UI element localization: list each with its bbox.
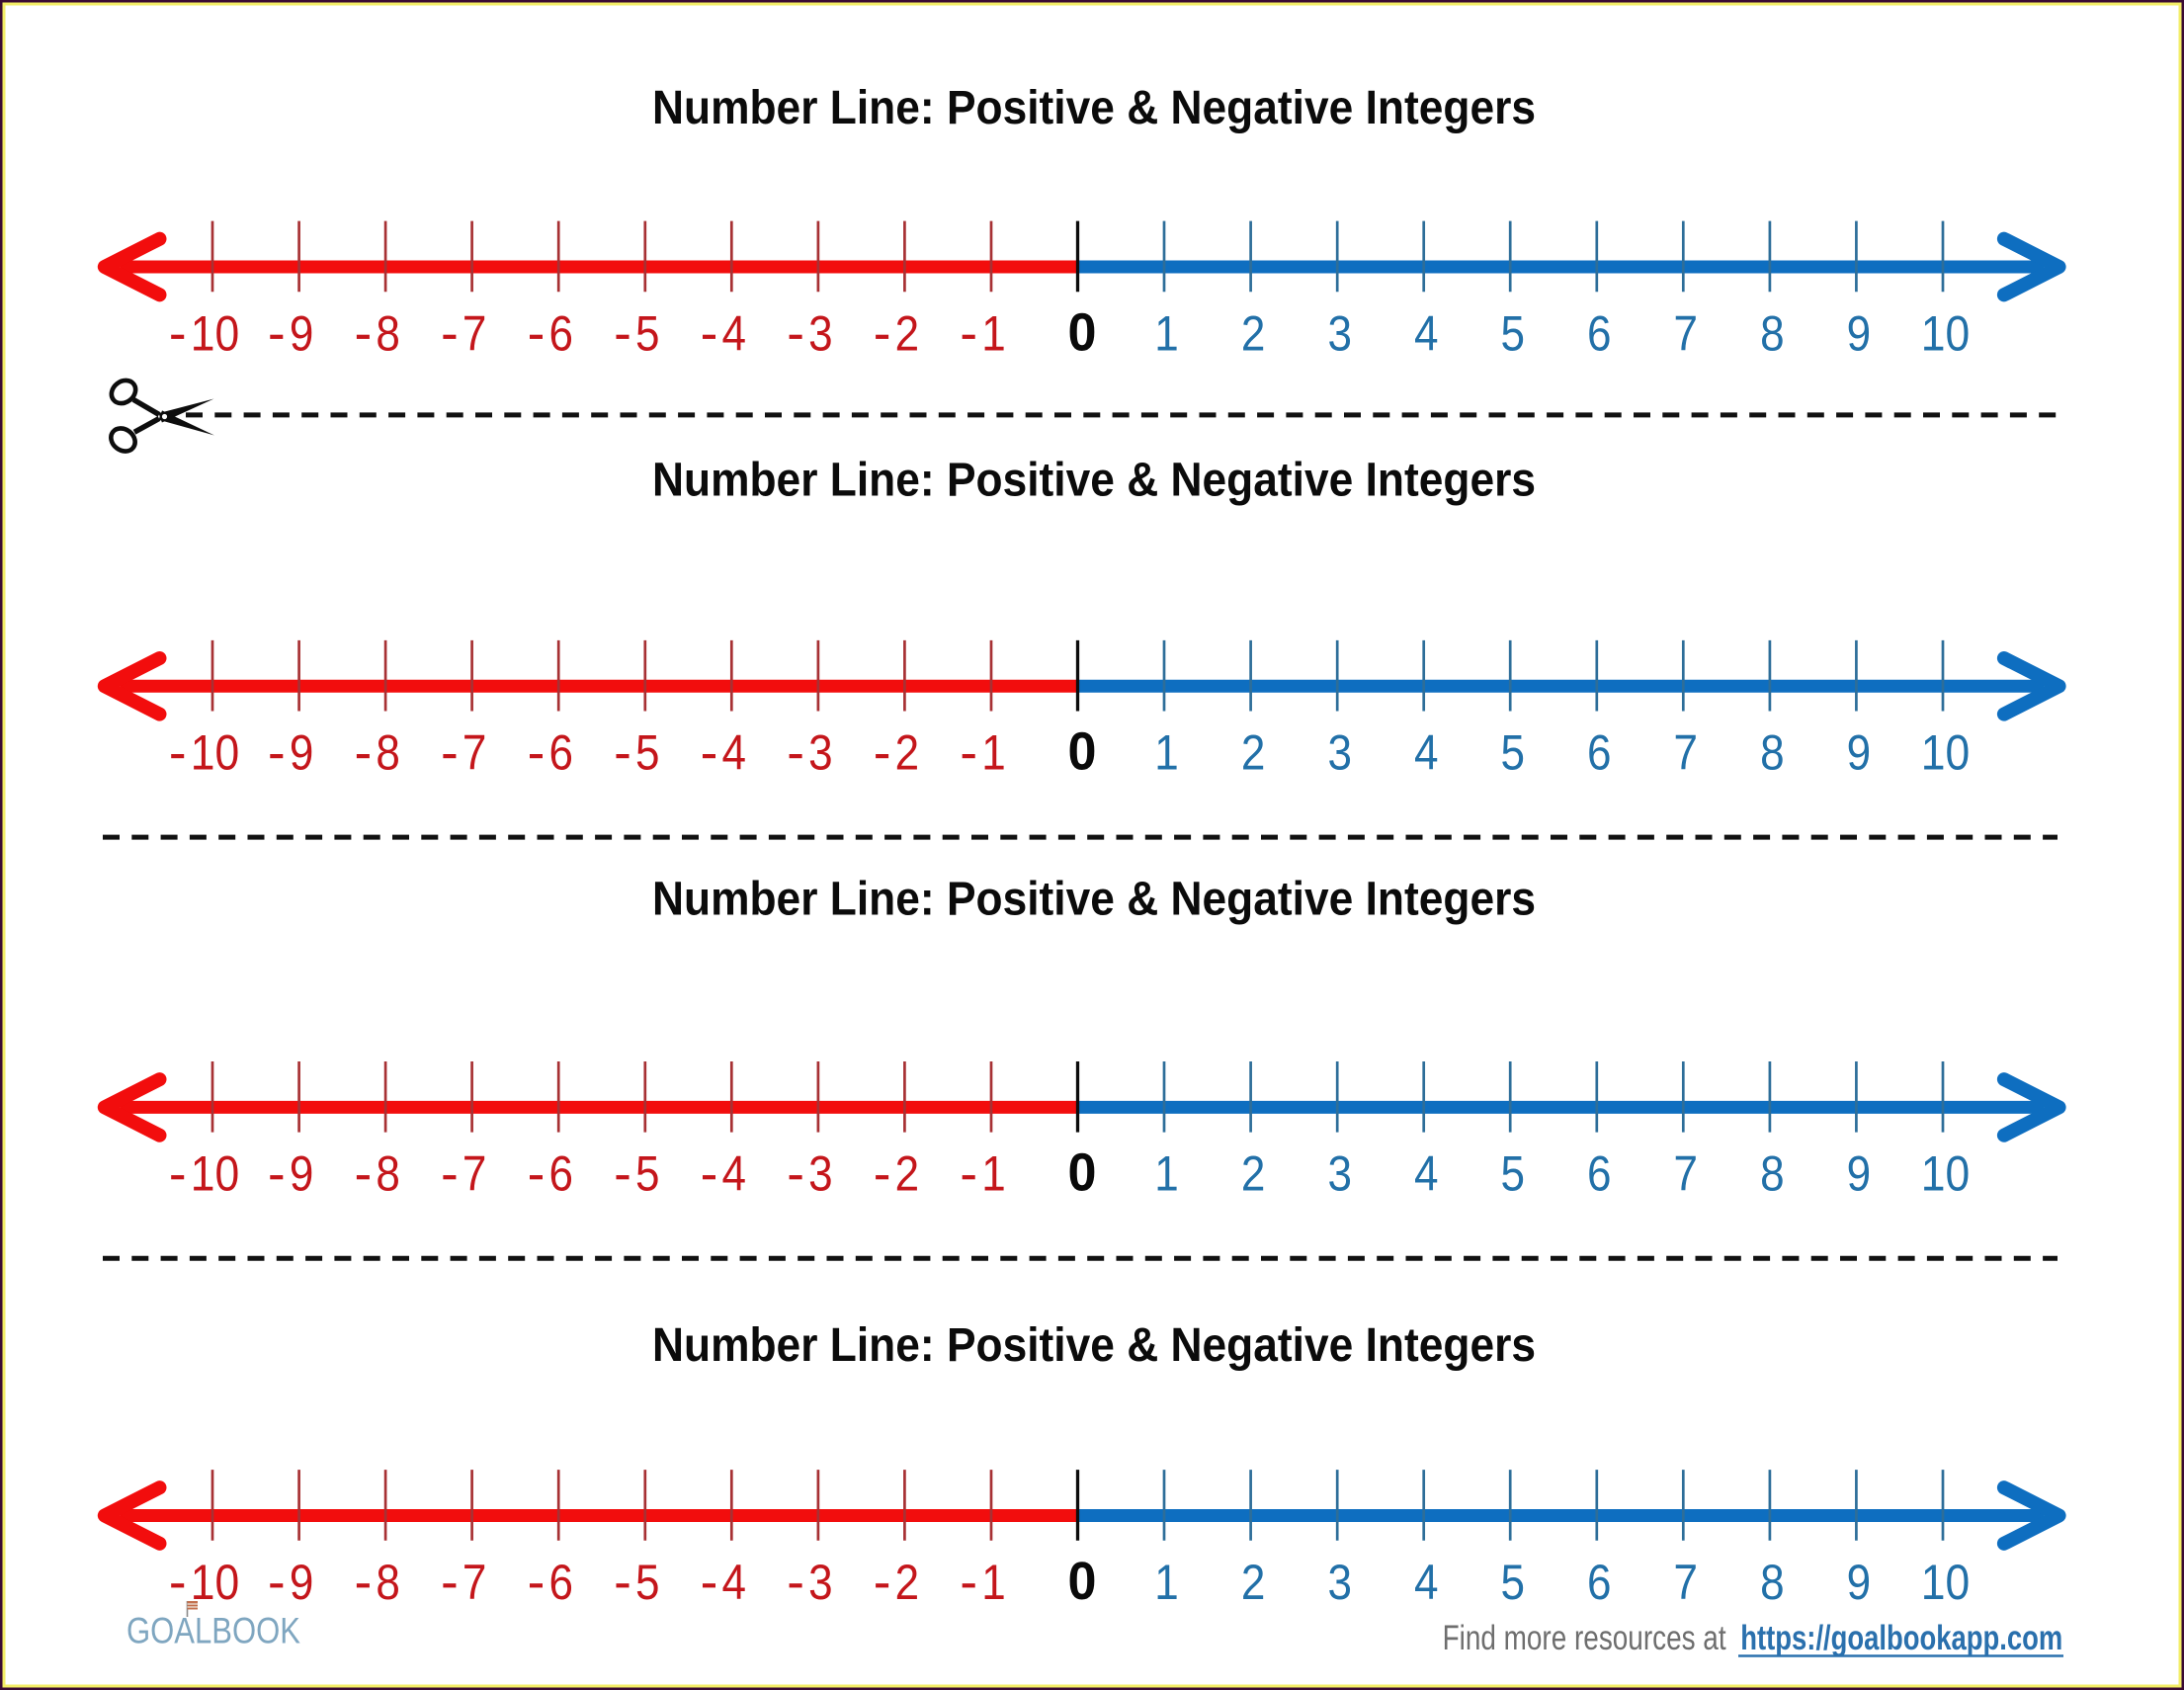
- svg-text:1: 1: [1154, 1146, 1179, 1202]
- svg-text:GOALBOOK: GOALBOOK: [126, 1611, 300, 1651]
- svg-text:5: 5: [1501, 305, 1526, 361]
- svg-text:Number Line: Positive & Negati: Number Line: Positive & Negative Integer…: [652, 454, 1536, 507]
- svg-text:6: 6: [548, 725, 573, 781]
- svg-text:1: 1: [1154, 305, 1179, 361]
- svg-text:9: 9: [290, 305, 314, 361]
- svg-text:4: 4: [722, 305, 747, 361]
- svg-text:7: 7: [1674, 305, 1699, 361]
- svg-text:4: 4: [1414, 305, 1439, 361]
- svg-text:9: 9: [1847, 305, 1872, 361]
- svg-text:1: 1: [1154, 1555, 1179, 1610]
- svg-text:1: 1: [981, 305, 1006, 361]
- svg-text:5: 5: [1501, 1146, 1526, 1202]
- svg-text:7: 7: [462, 305, 487, 361]
- svg-text:4: 4: [1414, 725, 1439, 781]
- svg-text:9: 9: [1847, 1146, 1872, 1202]
- svg-text:2: 2: [895, 725, 920, 781]
- svg-text:8: 8: [376, 725, 400, 781]
- svg-text:Find more resources at: Find more resources at: [1443, 1618, 1726, 1657]
- svg-text:3: 3: [1327, 1146, 1352, 1202]
- svg-text:0: 0: [1068, 302, 1097, 362]
- svg-text:3: 3: [808, 305, 833, 361]
- svg-text:8: 8: [376, 305, 400, 361]
- svg-text:2: 2: [1241, 725, 1266, 781]
- svg-text:9: 9: [1847, 725, 1872, 781]
- svg-text:2: 2: [1241, 1555, 1266, 1610]
- svg-text:7: 7: [1674, 725, 1699, 781]
- svg-text:6: 6: [548, 1555, 573, 1610]
- svg-text:6: 6: [1587, 1146, 1612, 1202]
- svg-text:10: 10: [1921, 305, 1971, 361]
- svg-text:0: 0: [1068, 1552, 1097, 1611]
- svg-text:0: 0: [1068, 722, 1097, 782]
- svg-text:7: 7: [462, 1146, 487, 1202]
- svg-text:5: 5: [635, 1146, 660, 1202]
- svg-text:10: 10: [1921, 725, 1971, 781]
- svg-text:2: 2: [1241, 305, 1266, 361]
- svg-text:4: 4: [1414, 1555, 1439, 1610]
- svg-text:1: 1: [981, 1555, 1006, 1610]
- svg-text:4: 4: [722, 725, 747, 781]
- svg-text:3: 3: [1327, 725, 1352, 781]
- svg-text:7: 7: [462, 725, 487, 781]
- svg-text:6: 6: [548, 305, 573, 361]
- svg-text:9: 9: [290, 1555, 314, 1610]
- svg-text:6: 6: [1587, 725, 1612, 781]
- svg-text:8: 8: [376, 1146, 400, 1202]
- svg-text:2: 2: [895, 305, 920, 361]
- svg-text:5: 5: [635, 725, 660, 781]
- svg-text:1: 1: [981, 1146, 1006, 1202]
- svg-text:1: 1: [1154, 725, 1179, 781]
- svg-text:5: 5: [635, 305, 660, 361]
- svg-text:2: 2: [895, 1146, 920, 1202]
- svg-text:2: 2: [895, 1555, 920, 1610]
- svg-text:8: 8: [1760, 725, 1785, 781]
- svg-text:4: 4: [722, 1146, 747, 1202]
- svg-text:8: 8: [1760, 305, 1785, 361]
- svg-text:6: 6: [548, 1146, 573, 1202]
- svg-text:8: 8: [1760, 1555, 1785, 1610]
- svg-text:1: 1: [981, 725, 1006, 781]
- svg-text:3: 3: [808, 1146, 833, 1202]
- svg-text:Number Line: Positive & Negati: Number Line: Positive & Negative Integer…: [652, 1318, 1536, 1372]
- svg-text:3: 3: [808, 725, 833, 781]
- svg-text:Number Line: Positive & Negati: Number Line: Positive & Negative Integer…: [652, 873, 1536, 926]
- svg-text:9: 9: [290, 1146, 314, 1202]
- svg-text:4: 4: [722, 1555, 747, 1610]
- svg-text:10: 10: [191, 1146, 240, 1202]
- svg-text:10: 10: [191, 725, 240, 781]
- svg-text:10: 10: [1921, 1555, 1971, 1610]
- svg-text:3: 3: [1327, 305, 1352, 361]
- svg-text:5: 5: [1501, 1555, 1526, 1610]
- svg-text:8: 8: [1760, 1146, 1785, 1202]
- svg-text:6: 6: [1587, 305, 1612, 361]
- svg-text:9: 9: [290, 725, 314, 781]
- svg-text:10: 10: [191, 1555, 240, 1610]
- svg-text:5: 5: [1501, 725, 1526, 781]
- svg-text:0: 0: [1068, 1143, 1097, 1203]
- svg-text:5: 5: [635, 1555, 660, 1610]
- svg-text:Number Line: Positive & Negati: Number Line: Positive & Negative Integer…: [652, 81, 1536, 134]
- svg-text:6: 6: [1587, 1555, 1612, 1610]
- svg-text:8: 8: [376, 1555, 400, 1610]
- svg-text:10: 10: [191, 305, 240, 361]
- svg-text:7: 7: [1674, 1555, 1699, 1610]
- svg-text:3: 3: [1327, 1555, 1352, 1610]
- svg-text:2: 2: [1241, 1146, 1266, 1202]
- svg-text:10: 10: [1921, 1146, 1971, 1202]
- svg-text:9: 9: [1847, 1555, 1872, 1610]
- svg-text:https://goalbookapp.com: https://goalbookapp.com: [1740, 1618, 2062, 1657]
- svg-text:7: 7: [1674, 1146, 1699, 1202]
- svg-text:3: 3: [808, 1555, 833, 1610]
- svg-text:7: 7: [462, 1555, 487, 1610]
- svg-text:4: 4: [1414, 1146, 1439, 1202]
